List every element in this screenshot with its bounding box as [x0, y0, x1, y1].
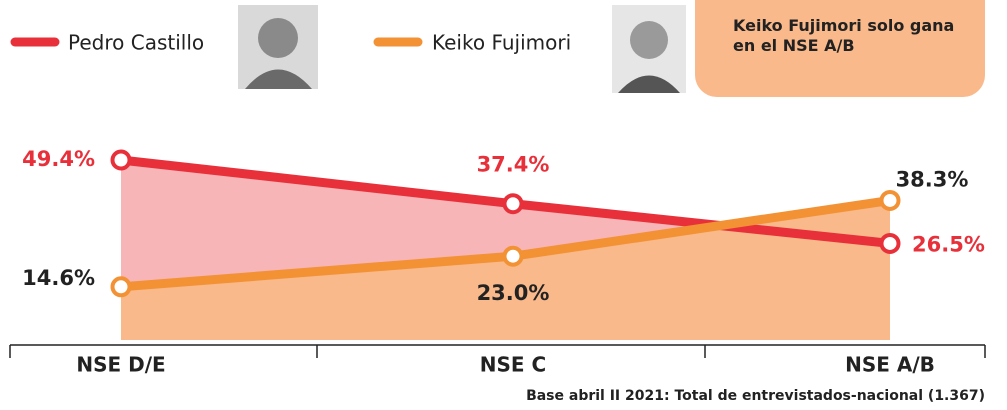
value-label: 14.6% [22, 266, 95, 290]
value-label: 37.4% [477, 153, 550, 177]
axis-ticks [9, 345, 986, 358]
footnote: Base abril II 2021: Total de entrevistad… [526, 388, 985, 404]
marker [110, 149, 132, 171]
x-tick-label: NSE A/B [845, 353, 935, 377]
marker [879, 189, 901, 211]
x-tick-label: NSE C [480, 353, 546, 377]
marker [879, 232, 901, 254]
area [121, 200, 890, 340]
marker [110, 276, 132, 298]
value-label: 49.4% [22, 147, 95, 171]
value-label: 38.3% [896, 167, 969, 191]
photo-castillo [238, 5, 318, 89]
legend-label: Keiko Fujimori [432, 31, 571, 55]
x-tick-label: NSE D/E [76, 353, 165, 377]
value-label: 23.0% [477, 281, 550, 305]
photo-fujimori [612, 5, 686, 93]
annotation: Keiko Fujimori solo gana en el NSE A/B [695, 0, 985, 97]
marker [502, 245, 524, 267]
marker [502, 193, 524, 215]
legend-label: Pedro Castillo [68, 31, 204, 55]
value-label: 26.5% [912, 232, 985, 256]
